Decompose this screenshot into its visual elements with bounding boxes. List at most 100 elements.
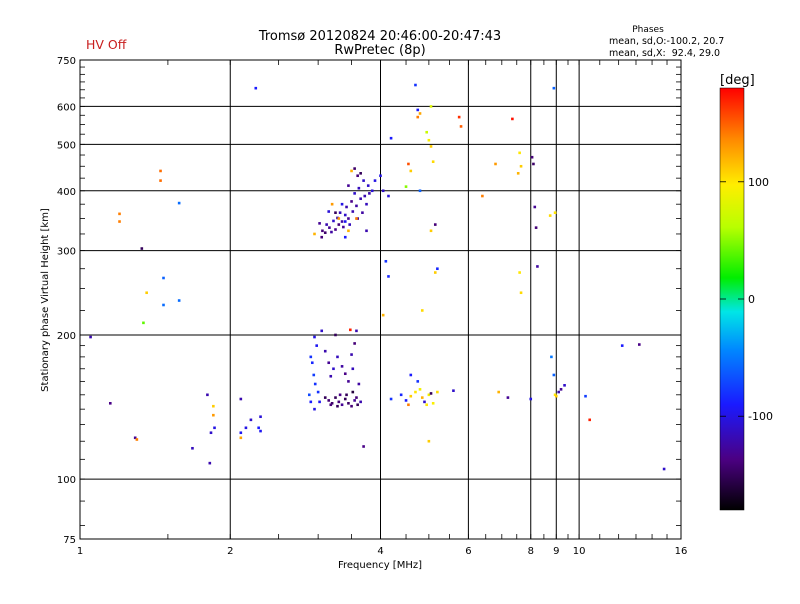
data-point [191, 446, 194, 450]
data-point [425, 403, 428, 407]
colorbar-tick-label: 100 [748, 176, 769, 189]
data-point [429, 392, 433, 395]
data-point [328, 226, 331, 229]
data-point [212, 413, 215, 417]
data-point [257, 426, 260, 430]
colorbar-ticks: 100 0 -100 [720, 176, 773, 423]
data-point [662, 467, 666, 471]
data-point [429, 229, 433, 233]
data-point [340, 202, 344, 206]
data-point [330, 202, 334, 206]
data-point [431, 401, 435, 405]
data-point [459, 125, 463, 128]
data-point [366, 184, 370, 187]
data-point [338, 393, 342, 397]
data-point [532, 162, 535, 166]
data-point [534, 226, 538, 229]
data-point [638, 343, 641, 346]
data-point [370, 189, 374, 193]
colorbar-tick-label: -100 [748, 410, 773, 423]
data-point [313, 407, 316, 411]
x-tick-label: 10 [573, 546, 586, 557]
data-point [351, 367, 355, 371]
data-point [343, 213, 347, 217]
data-point [329, 374, 333, 378]
data-point [557, 390, 560, 394]
data-point [212, 404, 215, 408]
data-point [320, 235, 324, 239]
y-tick-label: 300 [57, 247, 76, 258]
data-point [389, 397, 393, 401]
data-point [559, 388, 563, 391]
data-point [361, 211, 364, 214]
data-point [142, 321, 145, 325]
data-point [548, 214, 552, 217]
axis-ticks [79, 59, 682, 539]
data-point [552, 86, 556, 90]
data-point [365, 229, 368, 233]
data-point [481, 194, 484, 198]
data-point [427, 393, 431, 397]
data-point [318, 222, 321, 225]
data-point [337, 400, 341, 404]
data-point [118, 212, 121, 216]
data-point [423, 400, 426, 404]
data-point [404, 185, 408, 188]
data-points [89, 83, 666, 471]
data-point [436, 267, 439, 271]
data-point [414, 83, 417, 87]
x-tick-label: 4 [377, 546, 383, 557]
data-point [359, 172, 362, 175]
data-point [254, 86, 258, 90]
data-point [414, 390, 417, 394]
data-point [340, 220, 344, 223]
data-point [418, 189, 422, 193]
data-point [355, 204, 358, 208]
data-point [329, 403, 333, 407]
data-point [519, 291, 523, 295]
data-point [384, 259, 388, 263]
data-point [239, 436, 243, 440]
data-point [407, 162, 410, 166]
y-tick-label: 75 [63, 535, 76, 546]
data-point [529, 397, 533, 401]
data-point [552, 373, 556, 377]
data-point [327, 210, 331, 213]
data-point [356, 174, 359, 178]
data-point [404, 399, 408, 402]
data-point [457, 115, 461, 119]
data-point [350, 200, 353, 203]
x-tick-label: 8 [528, 546, 534, 557]
data-point [409, 394, 413, 398]
data-point [518, 271, 521, 274]
data-point [162, 276, 165, 280]
data-point [334, 396, 337, 399]
data-point [313, 335, 316, 339]
data-point [135, 438, 139, 441]
data-point [431, 160, 435, 163]
data-point [239, 431, 243, 435]
chart-title: Tromsø 20120824 20:46:00-20:47:43 [258, 29, 501, 44]
data-point [342, 225, 345, 229]
data-point [563, 384, 566, 387]
data-point [425, 130, 428, 134]
data-point [416, 108, 420, 112]
data-point [330, 230, 333, 234]
data-point [368, 192, 371, 195]
data-point [347, 217, 350, 220]
data-point [162, 303, 165, 307]
phase-stats-x-mode: mean, sd,X: 92.4, 29.0 [609, 48, 720, 59]
data-point [347, 401, 350, 405]
data-point [334, 211, 337, 214]
data-point [337, 223, 341, 226]
data-point [381, 189, 385, 193]
data-point [387, 194, 390, 198]
data-point [350, 169, 353, 173]
chart-subtitle: RwPretec (8p) [334, 43, 425, 58]
data-point [323, 231, 327, 234]
data-point [433, 223, 437, 226]
hv-status-label: HV Off [86, 37, 127, 52]
data-point [213, 426, 216, 430]
y-tick-label: 200 [57, 331, 76, 342]
data-point [409, 169, 413, 173]
